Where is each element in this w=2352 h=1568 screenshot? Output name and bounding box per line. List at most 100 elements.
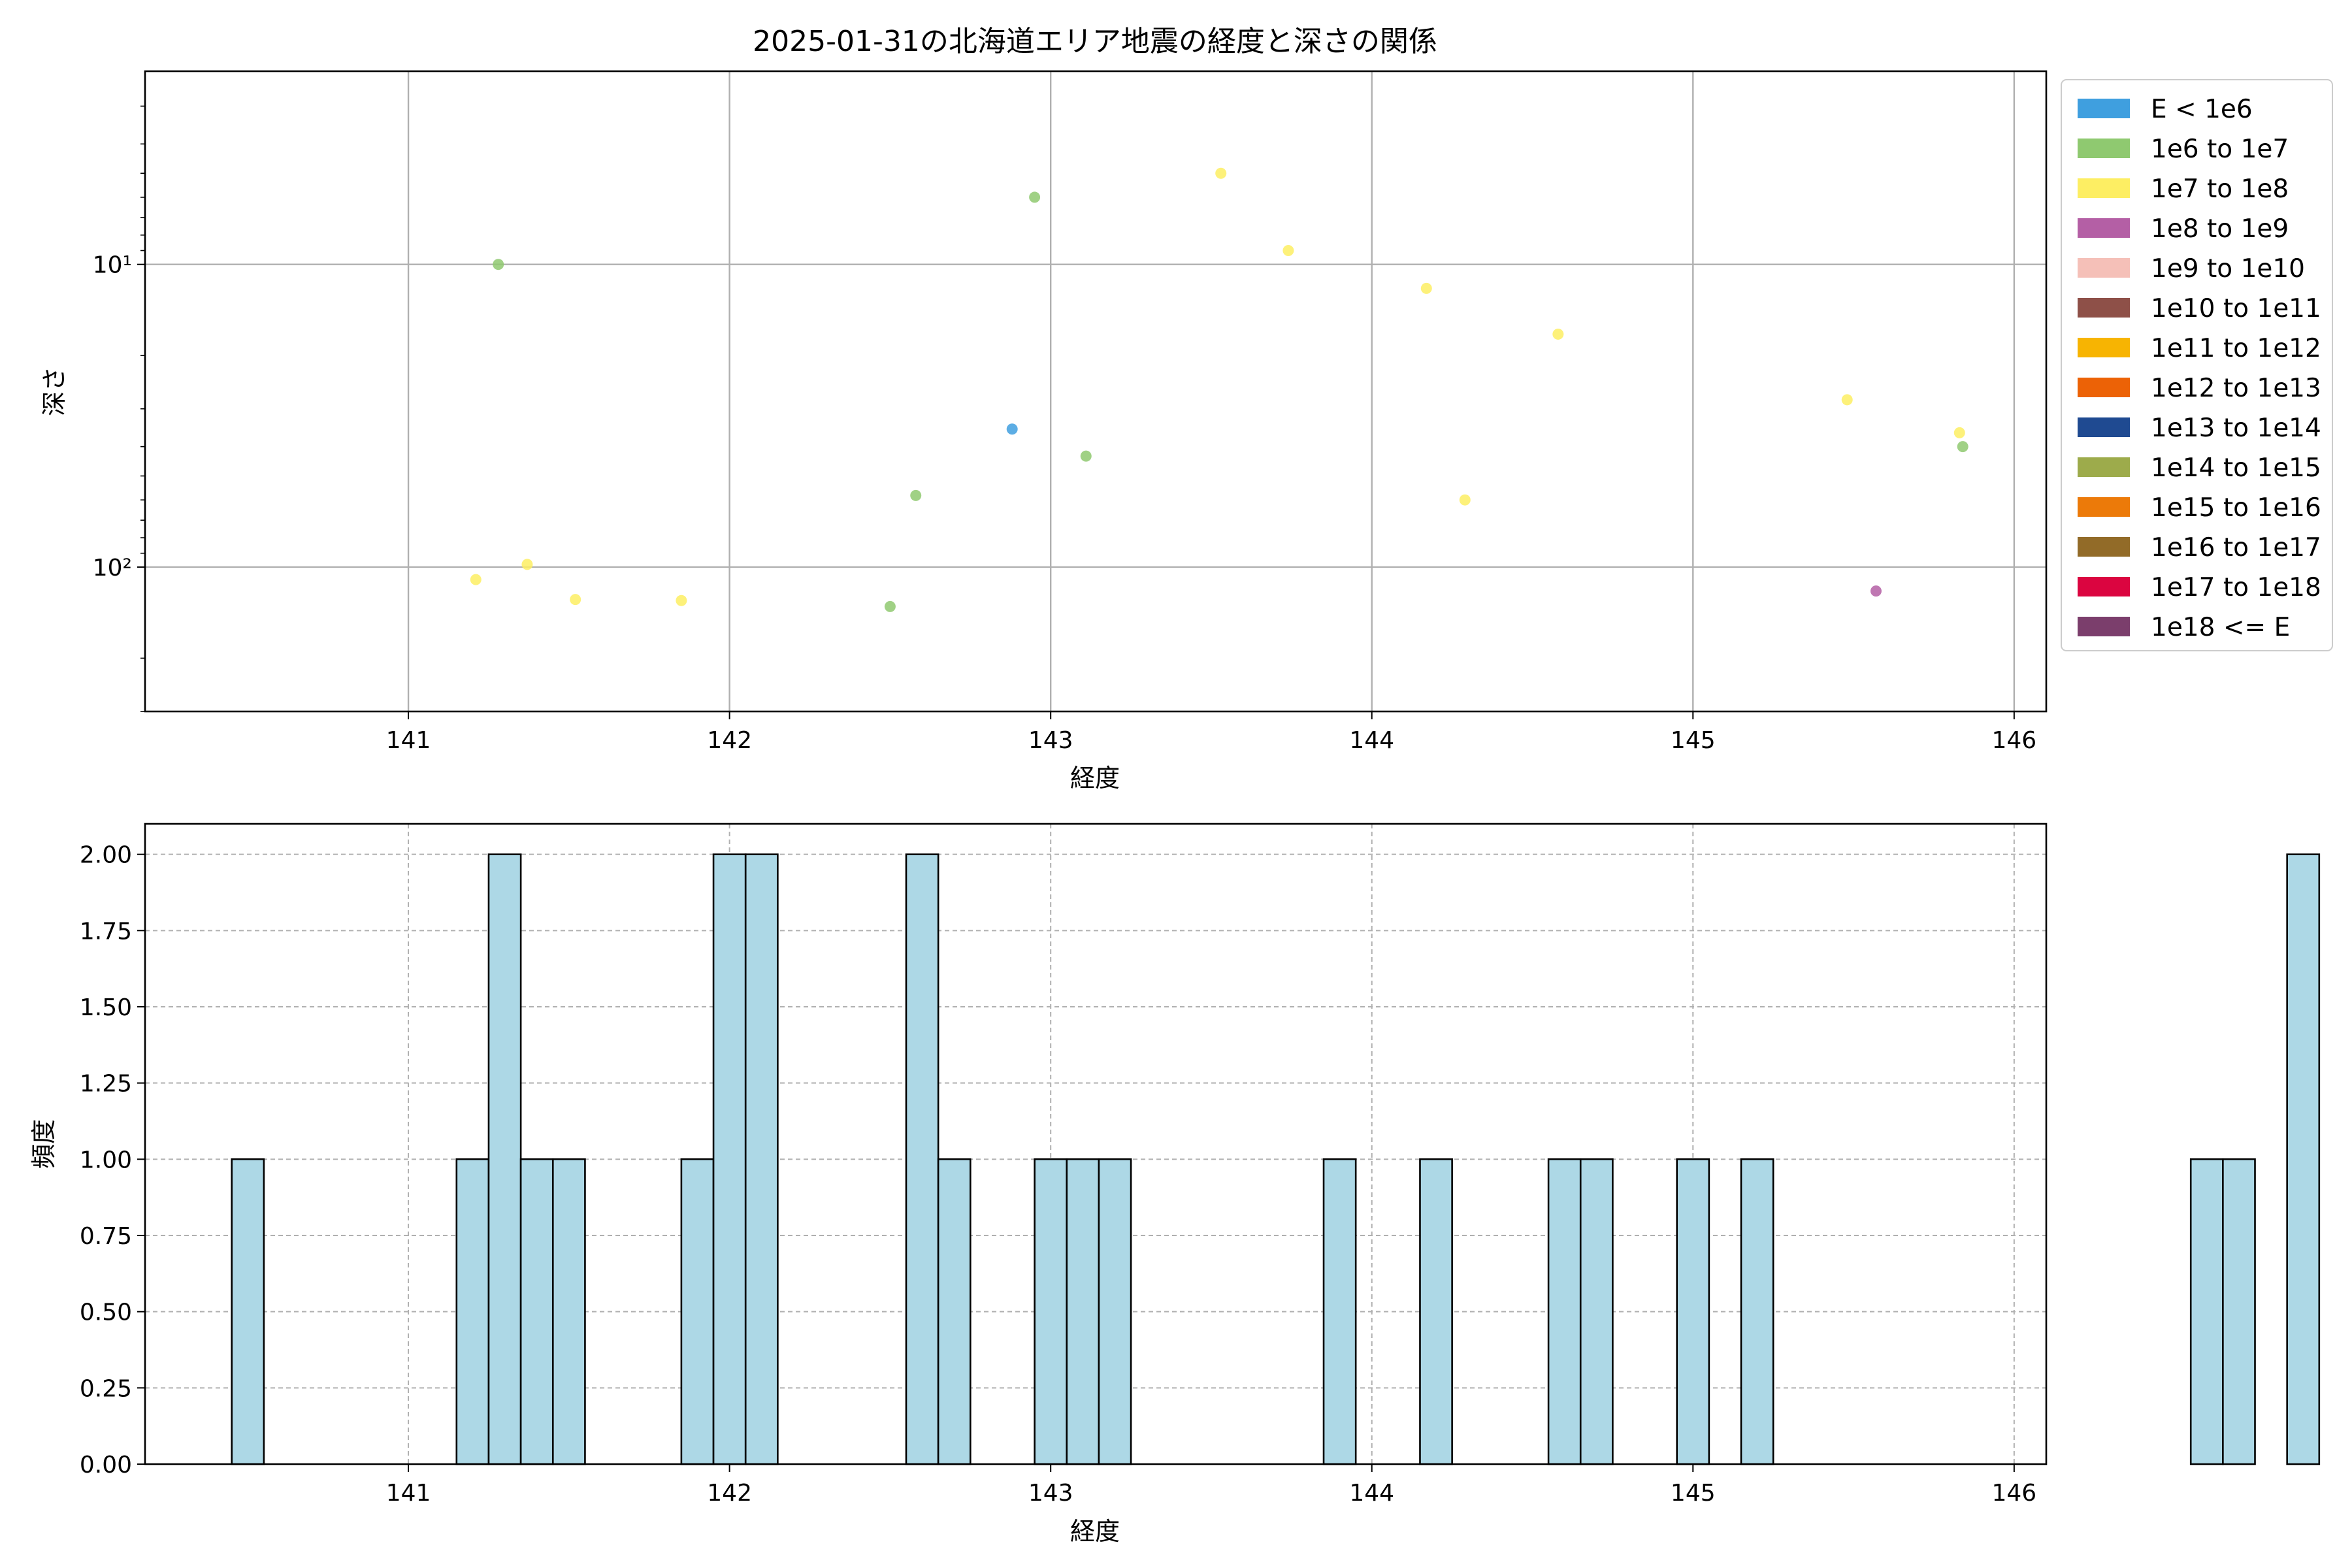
legend-swatch [2078, 298, 2130, 318]
legend-label: 1e9 to 1e10 [2151, 254, 2305, 284]
scatter-point [1080, 450, 1092, 462]
histogram-bar [905, 853, 939, 1465]
histogram-bar [1419, 1158, 1453, 1465]
histogram-bar [1579, 1158, 1614, 1465]
histogram-x-tick-label: 143 [1028, 1480, 1073, 1507]
histogram-x-ticks: 141 142 143 144 145 146 [386, 1464, 2036, 1507]
legend-label: 1e10 to 1e11 [2151, 294, 2321, 323]
scatter-point [1215, 167, 1227, 179]
legend-swatch [2078, 617, 2130, 636]
legend-label: 1e17 to 1e18 [2151, 573, 2321, 602]
histogram-bar [744, 853, 779, 1465]
histogram-x-tick-label: 145 [1671, 1480, 1716, 1507]
histogram-bar [455, 1158, 490, 1465]
scatter-point [910, 489, 922, 501]
legend-items: E < 1e6 1e6 to 1e7 1e7 to 1e8 1e8 to 1e9 1e9… [2078, 95, 2321, 642]
histogram-bar [2189, 1158, 2224, 1465]
histogram-bar [1066, 1158, 1100, 1465]
scatter-point [570, 594, 581, 606]
legend-swatch [2078, 577, 2130, 596]
scatter-y-axis-label: 深さ [40, 367, 69, 416]
scatter-point [676, 595, 687, 606]
histogram-bar [487, 853, 522, 1465]
scatter-y-ticks: 10¹ 10² [93, 105, 145, 712]
legend-swatch [2078, 457, 2130, 477]
legend-label: 1e14 to 1e15 [2151, 453, 2321, 483]
scatter-point [884, 600, 896, 612]
histogram-bar [1034, 1158, 1068, 1465]
scatter-point [1029, 191, 1041, 203]
legend-label: 1e7 to 1e8 [2151, 174, 2289, 204]
scatter-point [1552, 328, 1564, 340]
histogram-y-tick-label: 1.75 [80, 918, 132, 945]
scatter-y-tick-label: 10¹ [93, 252, 132, 279]
legend-label: 1e16 to 1e17 [2151, 533, 2321, 563]
histogram-x-tick-label: 146 [1991, 1480, 2036, 1507]
scatter-point [1957, 441, 1968, 453]
legend-label: E < 1e6 [2151, 95, 2253, 124]
legend-swatch [2078, 218, 2130, 238]
histogram-y-tick-label: 1.50 [80, 994, 132, 1021]
scatter-x-axis-label: 経度 [1070, 764, 1120, 792]
histogram-bar [231, 1158, 265, 1465]
scatter-point [1841, 394, 1853, 406]
histogram-y-tick-label: 1.00 [80, 1147, 132, 1173]
legend-swatch [2078, 497, 2130, 517]
histogram-x-tick-label: 142 [707, 1480, 752, 1507]
legend-swatch [2078, 338, 2130, 357]
scatter-point [493, 259, 504, 270]
histogram-y-tick-label: 0.50 [80, 1299, 132, 1326]
histogram-bar [2222, 1158, 2256, 1465]
histogram-bar [1547, 1158, 1582, 1465]
scatter-y-tick-label: 10² [93, 555, 132, 581]
legend-label: 1e18 <= E [2151, 613, 2290, 642]
histogram-bar [551, 1158, 586, 1465]
legend: E < 1e6 1e6 to 1e7 1e7 to 1e8 1e8 to 1e9 1e9… [2061, 79, 2333, 651]
legend-label: 1e15 to 1e16 [2151, 493, 2321, 523]
histogram-bar [1740, 1158, 1774, 1465]
histogram-bar [2286, 853, 2321, 1465]
histogram-x-tick-label: 144 [1349, 1480, 1394, 1507]
scatter-point [1006, 423, 1018, 435]
legend-swatch [2078, 178, 2130, 198]
legend-swatch [2078, 258, 2130, 278]
legend-swatch [2078, 537, 2130, 557]
scatter-x-tick-label: 142 [707, 727, 752, 754]
histogram-y-tick-label: 0.00 [80, 1452, 132, 1478]
chart-title: 2025-01-31の北海道エリア地震の経度と深さの関係 [753, 25, 1437, 58]
legend-label: 1e12 to 1e13 [2151, 374, 2321, 403]
histogram-y-tick-label: 2.00 [80, 842, 132, 869]
histogram-panel: 141 142 143 144 145 146 0.00 0.25 0.50 0.75 1.00 1… [29, 823, 2321, 1546]
scatter-x-tick-label: 144 [1349, 727, 1394, 754]
scatter-plot-frame [144, 70, 2048, 713]
histogram-bar [712, 853, 747, 1465]
scatter-point [470, 574, 482, 585]
scatter-point [1953, 427, 1965, 438]
histogram-y-tick-label: 0.25 [80, 1375, 132, 1402]
scatter-panel: 2025-01-31の北海道エリア地震の経度と深さの関係 141 142 143 14… [40, 25, 2333, 792]
histogram-x-axis-label: 経度 [1070, 1517, 1120, 1546]
histogram-bar [1676, 1158, 1710, 1465]
histogram-y-ticks: 0.00 0.25 0.50 0.75 1.00 1.25 1.50 1.75 2.00 [80, 842, 145, 1478]
histogram-y-axis-label: 頻度 [29, 1119, 58, 1169]
scatter-point [1870, 585, 1882, 597]
histogram-bar [937, 1158, 972, 1465]
scatter-x-tick-label: 141 [386, 727, 431, 754]
scatter-point [1459, 494, 1471, 506]
legend-swatch [2078, 378, 2130, 397]
legend-label: 1e6 to 1e7 [2151, 135, 2289, 164]
scatter-point [1420, 282, 1432, 294]
histogram-bars [231, 853, 2321, 1465]
histogram-y-tick-label: 1.25 [80, 1071, 132, 1098]
legend-label: 1e8 to 1e9 [2151, 214, 2289, 244]
scatter-point [521, 559, 533, 570]
legend-label: 1e13 to 1e14 [2151, 414, 2321, 443]
legend-swatch [2078, 139, 2130, 158]
scatter-x-tick-label: 146 [1991, 727, 2036, 754]
legend-frame [2061, 79, 2333, 651]
legend-swatch [2078, 99, 2130, 118]
legend-label: 1e11 to 1e12 [2151, 334, 2321, 363]
histogram-bar [1322, 1158, 1357, 1465]
histogram-x-tick-label: 141 [386, 1480, 431, 1507]
